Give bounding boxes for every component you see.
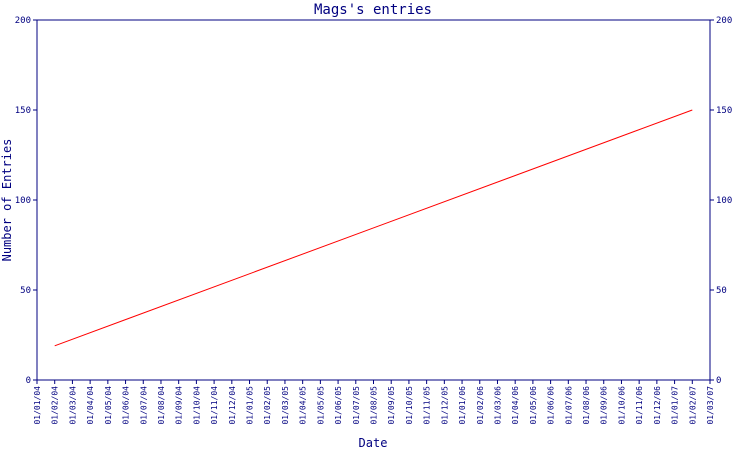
- x-tick-label: 01/08/04: [157, 386, 166, 425]
- x-tick-label: 01/03/04: [68, 386, 77, 425]
- x-tick-label: 01/11/04: [210, 386, 219, 425]
- x-tick-label: 01/10/05: [405, 386, 414, 425]
- x-tick-label: 01/05/06: [529, 386, 538, 425]
- x-tick-label: 01/10/06: [617, 386, 626, 425]
- x-tick-label: 01/02/04: [51, 386, 60, 425]
- plot-frame: [36, 19, 711, 381]
- y-ticks: 0 0 50 50 100 100 150 150 200 200: [15, 16, 733, 386]
- x-tick-label: 01/11/05: [423, 386, 432, 425]
- x-axis-label: Date: [359, 436, 388, 450]
- x-tick-label: 01/04/04: [86, 386, 95, 425]
- x-tick-label: 01/04/06: [511, 386, 520, 425]
- y-tick-label-left: 0: [26, 376, 31, 386]
- x-tick-label: 01/02/05: [263, 386, 272, 425]
- chart-title: Mags's entries: [314, 2, 432, 18]
- x-tick-label: 01/12/05: [440, 386, 449, 425]
- x-tick-label: 01/07/04: [139, 386, 148, 425]
- x-tick-label: 01/07/06: [564, 386, 573, 425]
- y-tick-label-right: 0: [716, 376, 721, 386]
- x-tick-label: 01/06/06: [547, 386, 556, 425]
- x-tick-label: 01/12/06: [653, 386, 662, 425]
- x-tick-label: 01/06/04: [122, 386, 131, 425]
- x-tick-label: 01/01/06: [458, 386, 467, 425]
- y-tick-label-right: 100: [716, 196, 732, 206]
- series-line: [54, 109, 693, 347]
- x-tick-label: 01/06/05: [334, 386, 343, 425]
- x-tick-label: 01/04/05: [299, 386, 308, 425]
- x-tick-label: 01/07/05: [352, 386, 361, 425]
- x-tick-label: 01/01/05: [246, 386, 255, 425]
- x-ticks: 01/01/04 01/02/04 01/03/04 01/04/04 01/05/04…: [33, 380, 715, 425]
- x-tick-label: 01/08/06: [582, 386, 591, 425]
- x-tick-label: 01/11/06: [635, 386, 644, 425]
- x-tick-label: 01/09/05: [387, 386, 396, 425]
- y-axis-label: Number of Entries: [0, 139, 14, 262]
- y-tick-label-left: 50: [20, 286, 31, 296]
- x-tick-label: 01/01/07: [671, 386, 680, 425]
- series-layer: [54, 109, 693, 347]
- x-tick-label: 01/09/06: [600, 386, 609, 425]
- y-tick-label-left: 100: [15, 196, 31, 206]
- y-tick-label-right: 50: [716, 286, 727, 296]
- x-tick-label: 01/05/04: [104, 386, 113, 425]
- x-tick-label: 01/05/05: [316, 386, 325, 425]
- y-tick-label-left: 150: [15, 106, 31, 116]
- x-tick-label: 01/12/04: [228, 386, 237, 425]
- y-tick-label-left: 200: [15, 16, 31, 26]
- x-tick-label: 01/02/07: [688, 386, 697, 425]
- x-tick-label: 01/10/04: [192, 386, 201, 425]
- x-tick-label: 01/02/06: [476, 386, 485, 425]
- x-tick-label: 01/03/07: [706, 386, 715, 425]
- y-tick-label-right: 150: [716, 106, 732, 116]
- y-tick-label-right: 200: [716, 16, 732, 26]
- x-tick-label: 01/03/06: [493, 386, 502, 425]
- x-tick-label: 01/03/05: [281, 386, 290, 425]
- x-tick-label: 01/09/04: [175, 386, 184, 425]
- x-tick-label: 01/08/05: [370, 386, 379, 425]
- x-tick-label: 01/01/04: [33, 386, 42, 425]
